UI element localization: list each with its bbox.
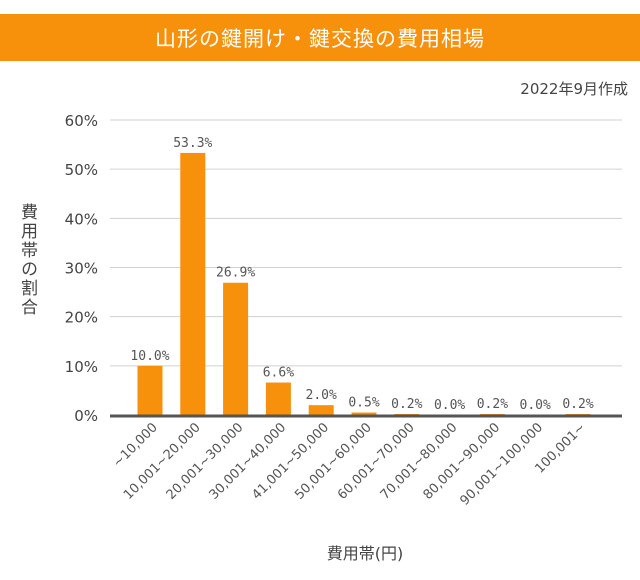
bar xyxy=(180,152,206,416)
y-tick-label: 50% xyxy=(65,161,98,179)
x-tick-label: 20,001~30,000 xyxy=(164,420,247,503)
x-tick-label: 30,001~40,000 xyxy=(207,420,290,503)
y-tick-label: 30% xyxy=(65,260,98,278)
x-tick-label: 70,001~80,000 xyxy=(378,420,461,503)
data-label: 0.5% xyxy=(348,396,379,411)
chart-title: 山形の鍵開け・鍵交換の費用相場 xyxy=(0,14,640,61)
data-label: 10.0% xyxy=(130,349,169,364)
data-label: 6.6% xyxy=(263,366,294,381)
x-axis-label: 費用帯(円) xyxy=(326,544,404,563)
bar xyxy=(351,412,377,415)
data-label: 2.0% xyxy=(306,388,337,403)
y-tick-label: 60% xyxy=(65,112,98,130)
data-label: 0.2% xyxy=(562,397,593,412)
data-label: 0.0% xyxy=(434,398,465,413)
data-label: 0.0% xyxy=(520,398,551,413)
data-label: 0.2% xyxy=(391,397,422,412)
y-tick-label: 10% xyxy=(65,358,98,376)
y-axis-label: 費用帯の割合 xyxy=(17,203,37,317)
bar xyxy=(308,405,334,415)
bar xyxy=(137,365,163,415)
data-label: 0.2% xyxy=(477,397,508,412)
bar xyxy=(265,382,291,415)
y-tick-label: 0% xyxy=(74,407,98,425)
y-tick-label: 20% xyxy=(65,309,98,327)
y-tick-label: 40% xyxy=(65,210,98,228)
chart-date: 2022年9月作成 xyxy=(520,80,628,98)
x-tick-label: 10,001~20,000 xyxy=(121,420,204,503)
x-tick-label: 50,001~60,000 xyxy=(292,420,375,503)
x-tick-label: 41,001~50,000 xyxy=(249,420,332,503)
bar xyxy=(223,282,249,415)
x-tick-label: 60,001~70,000 xyxy=(335,420,418,503)
data-label: 53.3% xyxy=(173,136,212,151)
data-label: 26.9% xyxy=(216,266,255,281)
x-tick-label: 80,001~90,000 xyxy=(421,420,504,503)
